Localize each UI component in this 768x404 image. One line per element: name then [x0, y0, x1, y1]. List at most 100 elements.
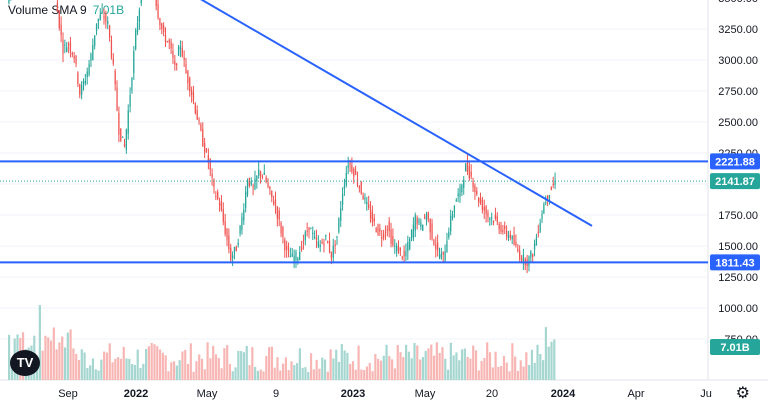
- volume-bar: [108, 343, 111, 380]
- x-tick-label: 9: [273, 388, 279, 400]
- candle-body: [258, 169, 260, 176]
- candle-body: [293, 256, 295, 263]
- volume-bar: [131, 364, 134, 380]
- candle-body: [282, 227, 284, 238]
- candle-body: [541, 214, 543, 219]
- candle-body: [133, 51, 135, 74]
- candle-body: [382, 234, 385, 238]
- volume-bar: [206, 342, 209, 380]
- candle-body: [364, 197, 366, 200]
- candle-body: [507, 235, 510, 238]
- candle-body: [176, 63, 178, 66]
- volume-bar: [117, 357, 120, 380]
- volume-bar: [528, 365, 531, 380]
- volume-bar: [136, 349, 139, 380]
- volume-bar: [256, 370, 260, 380]
- volume-bar: [63, 347, 67, 380]
- candle-body: [381, 236, 383, 239]
- volume-bar: [530, 349, 534, 380]
- volume-sma-indicator[interactable]: Volume SMA 9 7.01B: [8, 3, 124, 17]
- candle-body: [295, 251, 297, 261]
- candle-body: [394, 245, 396, 247]
- candle-body: [492, 221, 495, 223]
- x-tick-label: May: [415, 388, 436, 400]
- candle-body: [321, 241, 323, 244]
- candle-body: [532, 254, 534, 257]
- trendline: [200, 0, 593, 227]
- volume-bar: [522, 366, 525, 380]
- volume-bar: [438, 352, 441, 380]
- volume-bar: [52, 327, 55, 380]
- volume-bar: [103, 351, 106, 380]
- candle-body: [431, 223, 433, 240]
- price-badge-label: 2141.87: [715, 176, 755, 188]
- volume-bar: [170, 362, 173, 380]
- candle-body: [446, 240, 448, 253]
- candle-body: [105, 13, 107, 22]
- candle-body: [297, 258, 299, 261]
- volume-bar: [477, 370, 480, 380]
- volume-bar: [544, 327, 548, 380]
- candle-body: [272, 201, 275, 205]
- candle-body: [468, 165, 470, 179]
- x-tick-label: May: [197, 388, 218, 400]
- volume-bar: [452, 355, 455, 380]
- volume-bar: [323, 359, 327, 380]
- candle-body: [401, 256, 403, 259]
- candle-body: [200, 124, 202, 131]
- candle-body: [276, 206, 278, 219]
- volume-bar: [357, 345, 360, 380]
- x-tick-label: Apr: [627, 388, 644, 400]
- candle-body: [284, 239, 286, 251]
- candle-body: [82, 81, 85, 85]
- volume-bar: [525, 352, 528, 380]
- volume-bar: [69, 329, 72, 380]
- volume-bar: [237, 350, 240, 380]
- volume-bar: [309, 353, 313, 380]
- gear-icon[interactable]: ⚙: [735, 385, 750, 402]
- y-tick-label: 1750.00: [718, 210, 758, 222]
- candle-body: [399, 247, 401, 251]
- candle-body: [170, 41, 172, 49]
- volume-bar: [539, 354, 542, 380]
- candle-body: [332, 245, 334, 258]
- candle-body: [254, 178, 256, 190]
- volume-bar: [419, 359, 422, 380]
- candle-body: [291, 253, 293, 257]
- volume-bar: [47, 337, 50, 380]
- candle-body: [317, 241, 319, 247]
- candle-body: [315, 237, 318, 240]
- candle-body: [108, 25, 111, 38]
- candle-body: [233, 247, 236, 253]
- volume-bar: [61, 336, 64, 380]
- candle-body: [338, 218, 340, 232]
- volume-bar: [265, 355, 268, 380]
- candle-body: [103, 16, 105, 19]
- candle-body: [192, 92, 195, 102]
- candle-body: [280, 222, 282, 234]
- volume-bar: [282, 363, 285, 380]
- candle-body: [392, 236, 394, 246]
- candle-body: [407, 242, 409, 252]
- candle-body: [245, 191, 247, 208]
- volume-bar: [449, 342, 452, 380]
- x-tick-label: Ju: [700, 388, 712, 400]
- candle-body: [289, 256, 292, 258]
- candle-body: [56, 2, 59, 12]
- y-tick-label: 1000.00: [718, 303, 758, 315]
- candle-body: [95, 23, 98, 31]
- candle-body: [440, 253, 442, 259]
- tradingview-logo[interactable]: TV: [10, 350, 40, 376]
- candle-body: [368, 204, 370, 208]
- candle-body: [498, 224, 500, 230]
- candle-body: [220, 201, 223, 211]
- candle-body: [250, 181, 252, 185]
- candle-body: [347, 164, 349, 168]
- volume-bar: [223, 348, 226, 380]
- candle-body: [554, 180, 556, 185]
- candle-body: [300, 246, 303, 250]
- volume-bar: [396, 345, 399, 380]
- candle-body: [224, 221, 226, 234]
- candle-body: [90, 54, 92, 61]
